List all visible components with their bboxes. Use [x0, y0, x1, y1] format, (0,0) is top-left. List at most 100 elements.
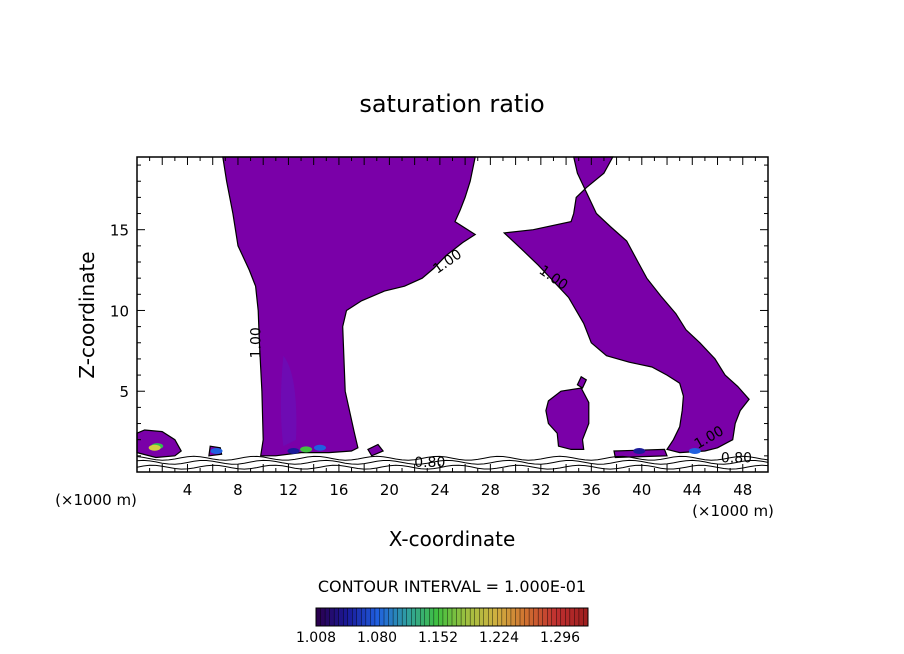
colorbar-cell — [469, 607, 476, 627]
region-right-plume — [502, 156, 750, 454]
y-axis-ticks: 5 10 15 — [110, 164, 768, 457]
colorbar-cell — [528, 607, 535, 627]
colorbar-cell — [397, 607, 403, 627]
colorbar-cell — [533, 607, 539, 627]
colorbar-cell — [465, 607, 471, 627]
colorbar-cell — [447, 607, 453, 627]
x-tick-label: 28 — [481, 481, 500, 499]
colorbar-cell — [320, 607, 326, 627]
x-tick-label: 8 — [233, 481, 243, 499]
colorbar-cell — [510, 607, 516, 627]
y-tick-label: 5 — [119, 383, 129, 401]
x-axis-label: X-coordinate — [389, 527, 516, 551]
region-near-ground-mid — [367, 443, 385, 457]
colorbar-label: 1.008 — [296, 630, 336, 646]
x-tick-label: 36 — [582, 481, 601, 499]
colorbar-cell — [352, 607, 358, 627]
colorbar-cell — [556, 607, 562, 627]
x-tick-label: 32 — [531, 481, 550, 499]
colorbar-cell — [460, 607, 467, 627]
x-tick-label: 40 — [632, 481, 651, 499]
x-unit-right: (×1000 m) — [692, 502, 774, 520]
colorbar-cell — [560, 607, 566, 627]
colorbar-cell — [388, 607, 394, 627]
colorbar-cell — [433, 607, 439, 627]
colorbar-frame — [315, 607, 589, 627]
x-tick-label: 24 — [430, 481, 449, 499]
y-axis-label: Z-coordinate — [75, 251, 99, 378]
hot-spot-7 — [210, 448, 223, 454]
y-tick-label: 10 — [110, 302, 129, 320]
colorbar-cell — [420, 607, 426, 627]
ground-contour-2 — [136, 455, 769, 461]
colorbar-cell — [497, 607, 503, 627]
hot-spot-1 — [148, 444, 161, 451]
colorbar-cell — [347, 607, 353, 627]
x-tick-label: 48 — [733, 481, 752, 499]
colorbar-cell — [361, 607, 367, 627]
colorbar-cell — [547, 607, 553, 627]
contour-label-4: 0.80 — [414, 455, 445, 471]
plot-area: 1.001.001.001.000.80 0.80 — [136, 156, 769, 471]
colorbar-cell — [343, 607, 349, 627]
colorbar-cell — [515, 607, 521, 627]
colorbar-cell — [329, 607, 335, 627]
colorbar-cell — [424, 607, 430, 627]
contour-label-5: 0.80 — [721, 450, 752, 466]
colorbar-cell — [537, 607, 544, 627]
x-tick-label: 12 — [279, 481, 298, 499]
hot-spot-6 — [633, 448, 646, 454]
colorbar-cell — [315, 607, 322, 627]
x-unit-left: (×1000 m) — [55, 491, 137, 509]
colorbar — [315, 607, 589, 627]
colorbar-labels: 1.008 1.080 1.152 1.224 1.296 — [296, 630, 580, 646]
colorbar-label: 1.152 — [418, 630, 458, 646]
colorbar-cell — [574, 607, 580, 627]
colorbar-cell — [492, 607, 498, 627]
colorbar-cell — [506, 607, 512, 627]
chart-title: saturation ratio — [359, 90, 544, 118]
contour-label-2: 1.00 — [249, 327, 265, 358]
colorbar-cell — [451, 607, 458, 627]
colorbar-cell — [438, 607, 444, 627]
colorbar-cell — [551, 607, 557, 627]
colorbar-label: 1.224 — [479, 630, 519, 646]
colorbar-label: 1.080 — [357, 630, 397, 646]
colorbar-cell — [401, 607, 408, 627]
ground-contour-0 — [136, 464, 769, 470]
colorbar-cell — [501, 607, 507, 627]
colorbar-cell — [333, 607, 340, 627]
colorbar-cell — [542, 607, 548, 627]
colorbar-cell — [356, 607, 362, 627]
region-left-plume — [222, 156, 477, 457]
colorbar-cell — [488, 607, 494, 627]
colorbar-label: 1.296 — [540, 630, 580, 646]
colorbar-cell — [411, 607, 417, 627]
colorbar-cell — [442, 607, 448, 627]
hot-spot-2 — [300, 446, 313, 453]
colorbar-cell — [519, 607, 526, 627]
colorbar-cell — [565, 607, 571, 627]
hot-spot-5 — [688, 448, 701, 454]
region-small-cloud — [576, 375, 588, 389]
inner-shading — [280, 355, 297, 447]
colorbar-cell — [483, 607, 489, 627]
colorbar-cell — [524, 607, 530, 627]
colorbar-cell — [479, 607, 485, 627]
colorbar-cell — [338, 607, 344, 627]
x-tick-label: 16 — [329, 481, 348, 499]
x-tick-label: 4 — [183, 481, 193, 499]
colorbar-cell — [429, 607, 435, 627]
x-axis-ticks: 4 8 12 16 20 24 28 32 36 40 44 48 — [149, 157, 756, 499]
colorbar-cell — [374, 607, 380, 627]
x-tick-label: 44 — [683, 481, 702, 499]
colorbar-cell — [569, 607, 575, 627]
colorbar-cell — [383, 607, 390, 627]
x-tick-label: 20 — [380, 481, 399, 499]
colorbar-cell — [456, 607, 462, 627]
colorbar-cell — [365, 607, 371, 627]
colorbar-cell — [370, 607, 376, 627]
colorbar-cell — [392, 607, 399, 627]
colorbar-cell — [379, 607, 385, 627]
